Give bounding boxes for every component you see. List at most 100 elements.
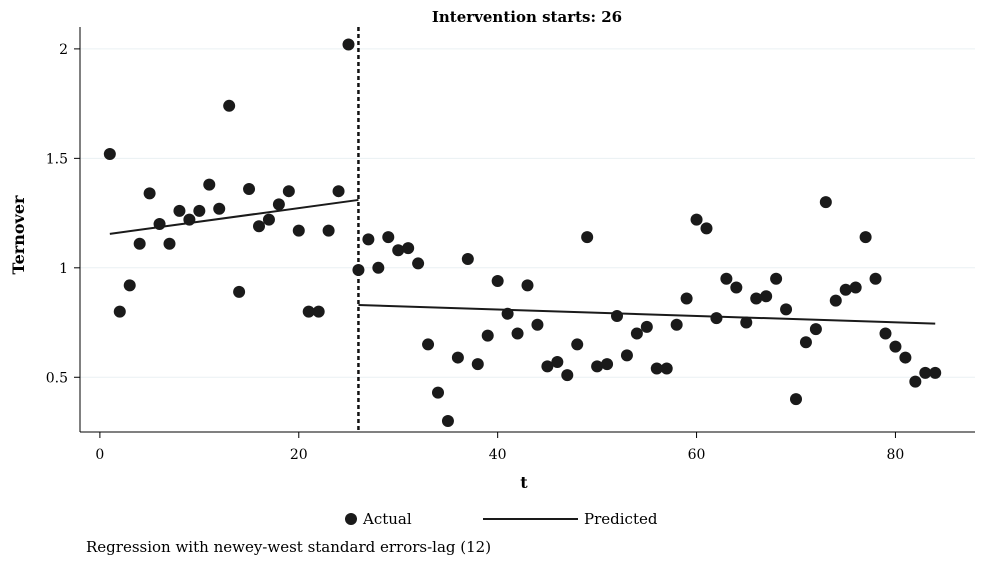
data-point [113,305,126,318]
data-point [690,213,703,226]
data-point [680,292,693,305]
data-point [551,355,564,368]
predicted-line-segment [109,198,359,235]
data-point [143,187,156,200]
legend-predicted-label: Predicted [584,510,658,528]
data-point [103,147,116,160]
x-tick-label: 40 [489,447,507,463]
data-point [829,294,842,307]
chart-title: Intervention starts: 26 [432,8,622,26]
grid-lines [80,48,975,378]
data-point [809,323,822,336]
data-point [163,237,176,250]
data-point [849,281,862,294]
data-point [790,393,802,406]
data-point [780,303,793,316]
axis-ticks: 0.511.520 20 40 60 80 [46,42,905,463]
data-point [262,213,275,226]
data-point [312,305,325,318]
data-point [511,327,524,340]
data-point [203,178,216,191]
x-tick-label: 80 [887,447,905,463]
data-point [839,283,852,296]
data-point [382,231,395,244]
data-point [819,196,832,209]
data-point [402,242,415,255]
data-point [292,224,305,237]
data-point [869,272,882,285]
data-point [282,185,295,198]
data-point [481,329,494,342]
data-point [521,279,534,292]
data-point [630,327,643,340]
data-point [889,340,902,353]
data-point [272,198,285,211]
data-point [491,274,504,287]
x-tick-label: 0 [95,447,104,463]
data-point [372,261,385,274]
data-point [223,99,236,112]
data-point [760,290,773,303]
y-tick-label: 2 [59,42,68,58]
data-point [660,362,673,375]
data-point [243,183,256,195]
data-point [561,369,574,382]
data-point [571,338,584,351]
data-point [412,257,425,270]
data-point [332,185,345,198]
data-point [740,316,753,329]
data-point [193,204,206,217]
data-point [173,204,186,217]
data-point [650,362,663,375]
x-axis-label: t [520,473,528,492]
data-point [253,220,265,233]
data-point [620,349,633,362]
data-point [362,233,375,246]
data-point [352,264,365,276]
data-point [213,202,226,215]
legend-actual-marker [345,513,357,525]
data-point [750,292,763,305]
y-tick-label: 1 [59,261,68,277]
data-point [581,231,594,244]
data-point [770,272,783,285]
data-point [929,366,942,379]
data-point [441,415,454,428]
data-point [451,351,464,364]
data-point [859,231,872,244]
legend-actual-label: Actual [362,510,412,528]
data-point [601,358,614,371]
data-point [909,375,922,388]
data-point [233,285,246,298]
data-point [461,253,474,266]
data-point [700,222,713,235]
data-point [541,360,554,373]
y-axis-label: Ternover [9,195,28,274]
data-point [591,360,604,373]
data-point [133,237,146,250]
data-point [322,224,335,237]
data-point [342,38,355,51]
data-point [670,318,683,331]
y-tick-label: 0.5 [46,370,68,386]
data-point [183,213,196,226]
data-point [501,307,514,320]
data-point [919,366,932,379]
chart-note: Regression with newey-west standard erro… [86,538,491,556]
x-tick-label: 20 [290,447,308,463]
data-point [153,218,166,231]
data-point [392,244,405,257]
data-point [879,327,892,340]
data-point [611,309,623,322]
legend: Actual Predicted [345,510,658,528]
y-tick-label: 1.5 [46,151,68,167]
predicted-series [109,198,936,325]
data-point [710,312,723,325]
data-point [640,320,653,333]
data-point [123,279,136,292]
data-point [531,318,544,331]
data-point [302,305,315,318]
data-point [422,338,435,351]
data-point [720,272,733,285]
